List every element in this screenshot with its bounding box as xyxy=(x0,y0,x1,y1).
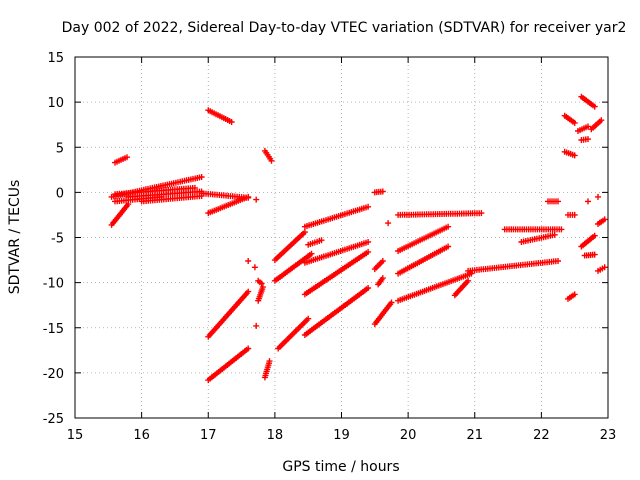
data-point-track xyxy=(251,264,258,271)
x-tick-label: 20 xyxy=(400,428,417,443)
x-tick-label: 16 xyxy=(133,428,150,443)
data-point-track xyxy=(385,220,392,227)
y-tick-label: 5 xyxy=(56,141,64,156)
data-point-track xyxy=(138,193,205,205)
data-point-track xyxy=(578,232,598,250)
x-tick-labels: 15 16 17 18 19 20 21 22 23 xyxy=(67,428,617,443)
data-point-track xyxy=(253,196,260,203)
y-tick-label: 15 xyxy=(47,51,64,66)
data-point-track xyxy=(261,358,273,381)
data-point-track xyxy=(561,112,578,126)
data-point-track xyxy=(581,251,598,259)
data-point-track xyxy=(585,198,591,205)
data-point-track xyxy=(371,258,386,273)
data-point-track xyxy=(375,275,386,288)
data-point-track xyxy=(125,188,205,200)
data-point-track xyxy=(578,136,591,143)
data-point-track xyxy=(205,107,235,125)
data-point-track xyxy=(501,226,565,233)
data-point-track xyxy=(561,148,578,159)
data-point-track xyxy=(371,299,395,328)
data-point-track xyxy=(271,250,315,284)
data-point-track xyxy=(395,223,452,254)
y-tick-labels: -25 -20 -15 -10 -5 0 5 10 15 xyxy=(43,51,64,427)
data-point-track xyxy=(255,284,266,304)
ticks xyxy=(74,56,609,419)
x-tick-label: 17 xyxy=(200,428,217,443)
grid xyxy=(75,57,608,418)
data-point-track xyxy=(112,154,130,166)
data-point-track xyxy=(545,198,561,205)
data-point-track xyxy=(255,277,265,287)
data-point-track xyxy=(261,147,275,164)
data-point-track xyxy=(301,203,372,230)
data-point-track xyxy=(205,288,252,340)
data-points xyxy=(108,93,608,384)
y-tick-label: 10 xyxy=(47,96,64,111)
data-point-track xyxy=(301,239,372,266)
data-point-track xyxy=(275,315,312,352)
data-point-track xyxy=(465,258,561,274)
x-tick-label: 21 xyxy=(466,428,483,443)
data-point-track xyxy=(245,258,252,264)
data-point-track xyxy=(205,345,252,384)
data-point-track xyxy=(595,264,608,274)
x-tick-label: 18 xyxy=(267,428,284,443)
data-point-track xyxy=(588,117,605,133)
data-point-track xyxy=(395,210,485,218)
y-axis-label: SDTVAR / TECUs xyxy=(7,180,23,295)
y-tick-label: -20 xyxy=(43,367,64,382)
data-point-track xyxy=(253,322,260,329)
y-tick-label: -10 xyxy=(43,277,64,292)
y-tick-label: 0 xyxy=(56,186,64,201)
data-point-track xyxy=(301,248,372,298)
data-point-track xyxy=(575,123,591,134)
data-point-track xyxy=(578,93,598,110)
x-axis-label: GPS time / hours xyxy=(282,459,399,475)
x-tick-label: 22 xyxy=(533,428,550,443)
data-point-track xyxy=(112,184,198,198)
data-point-track xyxy=(565,211,578,218)
y-tick-label: -25 xyxy=(43,412,64,427)
y-tick-label: -15 xyxy=(43,322,64,337)
chart-title: Day 002 of 2022, Sidereal Day-to-day VTE… xyxy=(62,20,627,36)
data-point-track xyxy=(395,270,475,304)
y-tick-label: -5 xyxy=(51,232,64,247)
data-point-track xyxy=(595,193,601,200)
data-point-track xyxy=(565,291,578,302)
data-point-track xyxy=(305,237,325,248)
data-point-track xyxy=(198,190,252,201)
data-point-track xyxy=(371,188,386,196)
data-point-track xyxy=(518,231,558,245)
data-point-track xyxy=(595,216,608,227)
data-point-track xyxy=(301,285,372,338)
data-point-track xyxy=(271,229,308,264)
x-tick-label: 15 xyxy=(67,428,84,443)
data-point-track xyxy=(108,201,132,228)
x-tick-label: 23 xyxy=(600,428,617,443)
x-tick-label: 19 xyxy=(333,428,350,443)
data-point-track xyxy=(395,243,452,277)
data-point-track xyxy=(451,277,472,299)
